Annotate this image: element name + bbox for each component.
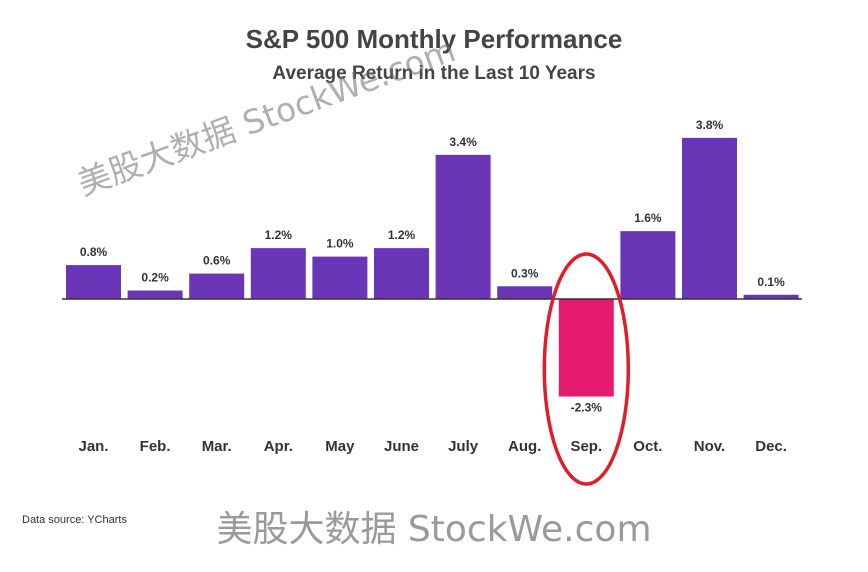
bar-apr [250, 248, 306, 299]
bar-oct [620, 231, 676, 299]
highlight-ring [542, 252, 631, 486]
category-label: May [325, 438, 355, 455]
category-label: Sep. [570, 438, 602, 455]
bar-sep [558, 299, 614, 397]
bar-may [312, 256, 368, 299]
data-label: 0.1% [757, 275, 785, 289]
category-label: Oct. [633, 438, 662, 455]
category-label: Mar. [202, 438, 232, 455]
data-label: 3.8% [696, 118, 724, 132]
bar-june [374, 248, 429, 299]
bar-feb [127, 290, 183, 299]
category-label: Feb. [140, 438, 171, 455]
data-label: 0.3% [511, 266, 539, 280]
bar-mar [189, 273, 245, 299]
chart-subtitle: Average Return in the Last 10 Years [272, 63, 595, 84]
category-label: Aug. [508, 438, 541, 455]
bars-group: 0.8% Jan. 0.2% Feb. 0.6% Mar. 1.2% Apr. 1.0% May 1… [66, 118, 799, 455]
category-label: June [384, 438, 419, 455]
category-label: Nov. [694, 438, 725, 455]
category-label: Jan. [78, 438, 108, 455]
data-label: 3.4% [449, 135, 477, 149]
bottom-watermark: 美股大数据 StockWe.com [216, 509, 652, 550]
bar-nov [682, 137, 737, 299]
data-label: 1.6% [634, 211, 662, 225]
data-source-note: Data source: YCharts [22, 514, 127, 526]
data-label: 1.2% [388, 228, 416, 242]
chart-title: S&P 500 Monthly Performance [246, 24, 623, 54]
bar-aug [497, 286, 553, 299]
category-label: Dec. [755, 438, 787, 455]
data-label: 0.2% [141, 271, 169, 285]
data-label: -2.3% [571, 401, 603, 415]
bar-july [435, 154, 491, 299]
data-label: 1.2% [265, 228, 293, 242]
category-label: Apr. [264, 438, 293, 455]
data-label: 0.8% [80, 245, 108, 259]
category-label: July [448, 438, 479, 455]
data-label: 0.6% [203, 254, 231, 268]
bar-jan [66, 265, 121, 299]
bar-dec [743, 294, 799, 299]
data-label: 1.0% [326, 237, 354, 251]
